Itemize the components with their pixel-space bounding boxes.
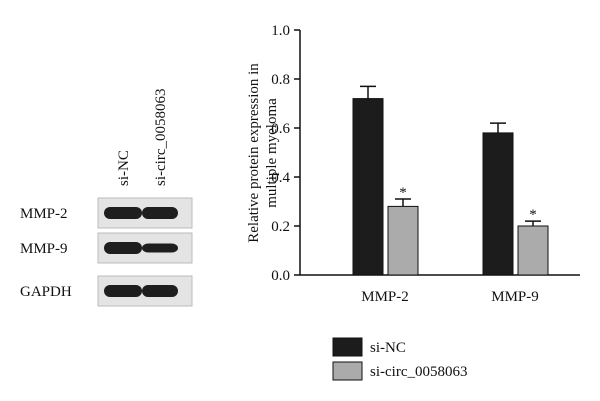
bar <box>482 132 514 276</box>
band <box>142 243 178 253</box>
band <box>104 242 142 254</box>
y-axis-label-line: Relative protein expression in <box>246 63 262 243</box>
bar <box>352 98 384 276</box>
legend-swatch <box>332 337 363 357</box>
lane-label: si-circ_0058063 <box>153 89 169 186</box>
row-label: MMP-9 <box>20 241 68 257</box>
error-bar <box>525 220 541 226</box>
y-axis-label-line: multiple myeloma <box>264 98 280 208</box>
y-tick-label: 1.0 <box>271 23 290 39</box>
y-axis-label: Relative protein expression in multiple m… <box>246 63 280 243</box>
y-tick-label: 0.4 <box>271 170 290 186</box>
band <box>142 207 178 219</box>
error-bar <box>360 85 376 99</box>
bar <box>387 205 419 276</box>
bar <box>517 225 549 276</box>
band <box>142 285 178 297</box>
y-tick-label: 0.2 <box>271 219 290 235</box>
error-bar <box>395 198 411 207</box>
legend-swatch <box>332 361 363 381</box>
significance-mark: * <box>399 185 407 201</box>
y-tick-label: 0.0 <box>271 268 290 284</box>
error-bar <box>490 122 506 133</box>
x-tick-label: MMP-9 <box>491 289 539 305</box>
band <box>104 285 142 297</box>
y-tick-label: 0.8 <box>271 72 290 88</box>
band <box>104 207 142 219</box>
significance-mark: * <box>529 207 537 223</box>
y-tick-label: 0.6 <box>271 121 290 137</box>
lane-label: si-NC <box>116 150 132 186</box>
legend-label: si-NC <box>370 340 406 356</box>
x-tick-label: MMP-2 <box>361 289 409 305</box>
row-label: MMP-2 <box>20 206 68 222</box>
legend-label: si-circ_0058063 <box>370 364 467 380</box>
row-label: GAPDH <box>20 284 72 300</box>
